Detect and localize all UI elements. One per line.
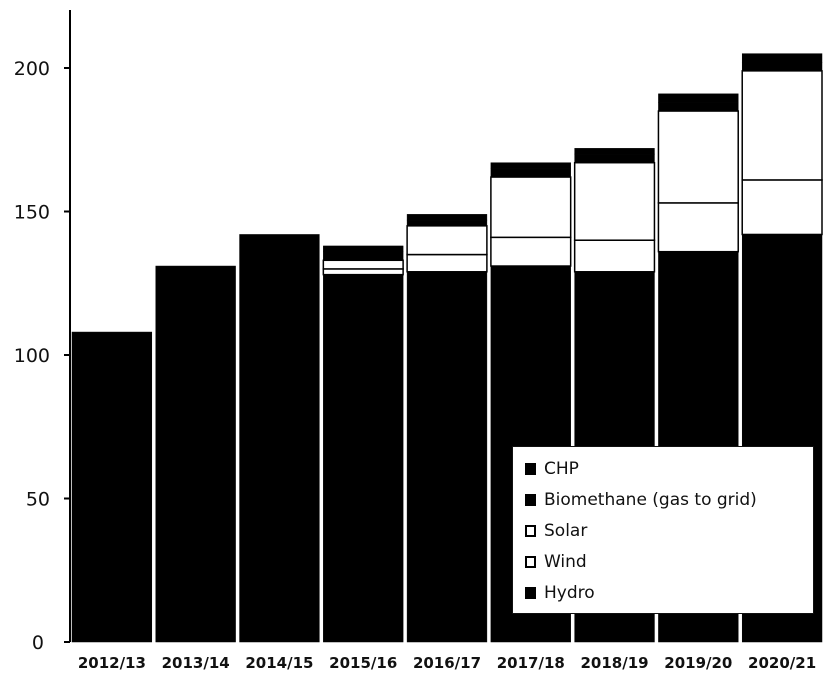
x-tick-label: 2016/17 [413,654,481,672]
y-tick-label: 100 [14,345,50,367]
bar-solar-2016-17 [406,225,488,256]
x-tick-label: 2014/15 [245,654,313,672]
bar-hydro-2015-16 [323,274,404,643]
bar-hydro-2016-17 [406,271,488,643]
bar-chp-2017-18 [490,162,571,169]
bar-wind-2016-17 [406,253,488,273]
y-tick-label: 150 [14,202,50,224]
bar-hydro-2014-15 [239,234,320,643]
bar-chp-2019-20 [658,93,739,103]
x-tick-label: 2012/13 [78,654,146,672]
bar-solar-2017-18 [490,176,572,239]
bar-solar-2018-19 [573,161,656,241]
legend-label-chp: CHP [544,458,579,479]
bar-solar-2019-20 [657,110,739,204]
legend-item-wind: Wind [525,546,801,577]
y-tick-label: 0 [32,632,44,654]
bar-chp-2020-21 [741,53,823,63]
bar-biomethane-gas-to-grid-2020-21 [741,62,823,72]
bar-chp-2015-16 [323,245,404,252]
bar-wind-2017-18 [490,236,572,267]
legend-label-hydro: Hydro [544,582,595,603]
bar-hydro-2013-14 [155,265,236,643]
legend-item-biomethane: Biomethane (gas to grid) [525,484,801,515]
y-tick-label: 50 [26,489,50,511]
bar-solar-2020-21 [741,70,823,181]
y-tick-label: 200 [14,58,50,80]
bar-wind-2020-21 [741,179,823,236]
legend-item-hydro: Hydro [525,577,801,608]
bar-chp-2018-19 [574,148,655,155]
bar-biomethane-gas-to-grid-2015-16 [323,251,404,261]
bar-wind-2018-19 [573,239,656,273]
chart-legend: CHP Biomethane (gas to grid) Solar Wind … [512,446,814,614]
legend-swatch-biomethane [525,493,536,506]
legend-label-solar: Solar [544,520,588,541]
bar-biomethane-gas-to-grid-2016-17 [406,219,488,227]
legend-swatch-wind [525,555,536,568]
x-tick-label: 2019/20 [664,654,732,672]
legend-label-biomethane: Biomethane (gas to grid) [544,489,757,510]
x-tick-label: 2018/19 [581,654,649,672]
legend-label-wind: Wind [544,551,587,572]
bar-biomethane-gas-to-grid-2018-19 [574,153,655,163]
x-tick-label: 2017/18 [497,654,565,672]
legend-swatch-hydro [525,586,536,599]
bar-biomethane-gas-to-grid-2017-18 [490,168,571,178]
bar-biomethane-gas-to-grid-2019-20 [658,102,739,112]
x-ticks-group: 2012/13 2013/14 2014/15 2015/16 2016/17 2017/… [78,654,816,672]
bar-chp-2016-17 [406,214,488,221]
legend-item-chp: CHP [525,453,801,484]
y-ticks-group: 0 50 100 150 200 [14,58,70,654]
bar-wind-2015-16 [322,268,404,276]
bar-solar-2015-16 [322,259,404,270]
legend-item-solar: Solar [525,515,801,546]
legend-swatch-chp [525,462,536,475]
bar-wind-2019-20 [657,202,739,253]
x-tick-label: 2013/14 [162,654,230,672]
x-tick-label: 2020/21 [748,654,816,672]
legend-swatch-solar [525,524,536,537]
x-tick-label: 2015/16 [329,654,397,672]
bar-hydro-2012-13 [71,331,153,643]
